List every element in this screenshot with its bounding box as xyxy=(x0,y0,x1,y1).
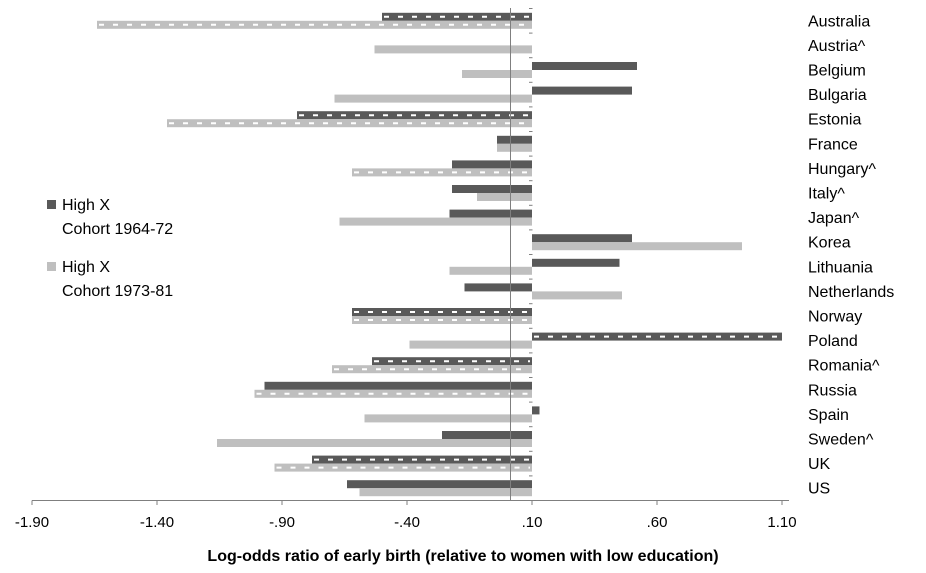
bar-lithuania-series-2 xyxy=(449,266,532,275)
country-label-uk: UK xyxy=(808,456,831,473)
country-label-japan: Japan^ xyxy=(808,210,860,227)
country-label-norway: Norway xyxy=(808,309,862,326)
bar-estonia-series-2 xyxy=(167,119,532,128)
x-tick-label-10: .10 xyxy=(522,514,543,531)
country-label-italy: Italy^ xyxy=(808,186,845,203)
country-label-russia: Russia xyxy=(808,382,857,399)
bar-bulgaria-series-1 xyxy=(532,86,632,95)
x-tick-label-40: -.40 xyxy=(394,514,420,531)
x-tick-label-1-90: -1.90 xyxy=(15,514,49,531)
bar-japan-series-1 xyxy=(449,209,532,218)
bar-italy-series-1 xyxy=(452,185,532,193)
country-label-hungary: Hungary^ xyxy=(808,161,876,178)
bar-hungary-series-1 xyxy=(452,160,532,169)
bar-bulgaria-series-2 xyxy=(334,94,532,103)
bar-belgium-series-1 xyxy=(532,62,637,70)
country-label-poland: Poland xyxy=(808,333,858,350)
x-axis-ticks: -1.90 -1.40 -.90 -.40 .10 .60 1.10 xyxy=(15,500,797,531)
country-labels: Australia Austria^ Belgium Bulgaria Estonia F… xyxy=(808,13,894,497)
bar-sweden-series-1 xyxy=(442,431,532,439)
bar-russia-series-1 xyxy=(264,381,532,390)
bars-layer xyxy=(97,12,782,497)
legend-label-line1-cohort-1973-81: High X xyxy=(62,259,110,276)
country-label-belgium: Belgium xyxy=(808,63,866,80)
bar-us-series-1 xyxy=(347,480,532,489)
country-label-estonia: Estonia xyxy=(808,112,861,129)
legend-label-line1-cohort-1964-72: High X xyxy=(62,197,110,214)
legend-swatch-cohort-1973-81 xyxy=(47,262,56,271)
bar-sweden-series-2 xyxy=(217,439,532,447)
bar-lithuania-series-1 xyxy=(532,258,620,267)
bar-spain-series-2 xyxy=(364,414,532,423)
bar-spain-series-1 xyxy=(532,406,540,415)
legend-swatch-cohort-1964-72 xyxy=(47,200,56,209)
country-label-lithuania: Lithuania xyxy=(808,259,873,276)
bar-austria-series-2 xyxy=(374,45,532,54)
country-label-sweden: Sweden^ xyxy=(808,432,874,449)
x-tick-label-1-10: 1.10 xyxy=(767,514,796,531)
legend-item-cohort-1964-72: High X Cohort 1964-72 xyxy=(47,197,173,238)
x-tick-label-1-40: -1.40 xyxy=(140,514,174,531)
country-label-australia: Australia xyxy=(808,13,870,30)
country-label-bulgaria: Bulgaria xyxy=(808,87,867,104)
country-label-romania: Romania^ xyxy=(808,358,880,375)
bar-us-series-2 xyxy=(359,488,532,497)
bar-poland-series-2 xyxy=(409,340,532,349)
bar-netherlands-series-2 xyxy=(532,291,622,300)
bar-france-series-2 xyxy=(497,143,532,152)
legend-label-line2-cohort-1973-81: Cohort 1973-81 xyxy=(62,283,173,300)
bar-france-series-1 xyxy=(497,135,532,144)
category-ticks xyxy=(529,8,533,477)
country-label-austria: Austria^ xyxy=(808,38,866,55)
bar-korea-series-1 xyxy=(532,234,632,243)
legend: High X Cohort 1964-72 High X Cohort 1973… xyxy=(47,197,173,300)
bar-uk-series-1 xyxy=(312,455,532,464)
legend-item-cohort-1973-81: High X Cohort 1973-81 xyxy=(47,259,173,300)
bar-korea-series-2 xyxy=(532,242,742,251)
bar-poland-series-1 xyxy=(532,332,782,341)
country-label-korea: Korea xyxy=(808,235,851,252)
bar-belgium-series-2 xyxy=(462,70,532,78)
bar-japan-series-2 xyxy=(339,217,532,226)
legend-label-line2-cohort-1964-72: Cohort 1964-72 xyxy=(62,221,173,238)
x-tick-label-90: -.90 xyxy=(269,514,295,531)
bar-romania-series-1 xyxy=(372,357,532,366)
x-axis-title: Log-odds ratio of early birth (relative … xyxy=(207,548,718,565)
bar-italy-series-2 xyxy=(477,193,532,201)
x-tick-label-60: .60 xyxy=(647,514,668,531)
country-label-france: France xyxy=(808,136,858,153)
bar-russia-series-2 xyxy=(254,389,532,398)
bar-australia-series-2 xyxy=(97,20,532,29)
country-label-netherlands: Netherlands xyxy=(808,284,894,301)
country-label-spain: Spain xyxy=(808,407,849,424)
country-label-us: US xyxy=(808,481,830,498)
bar-netherlands-series-1 xyxy=(464,283,532,292)
